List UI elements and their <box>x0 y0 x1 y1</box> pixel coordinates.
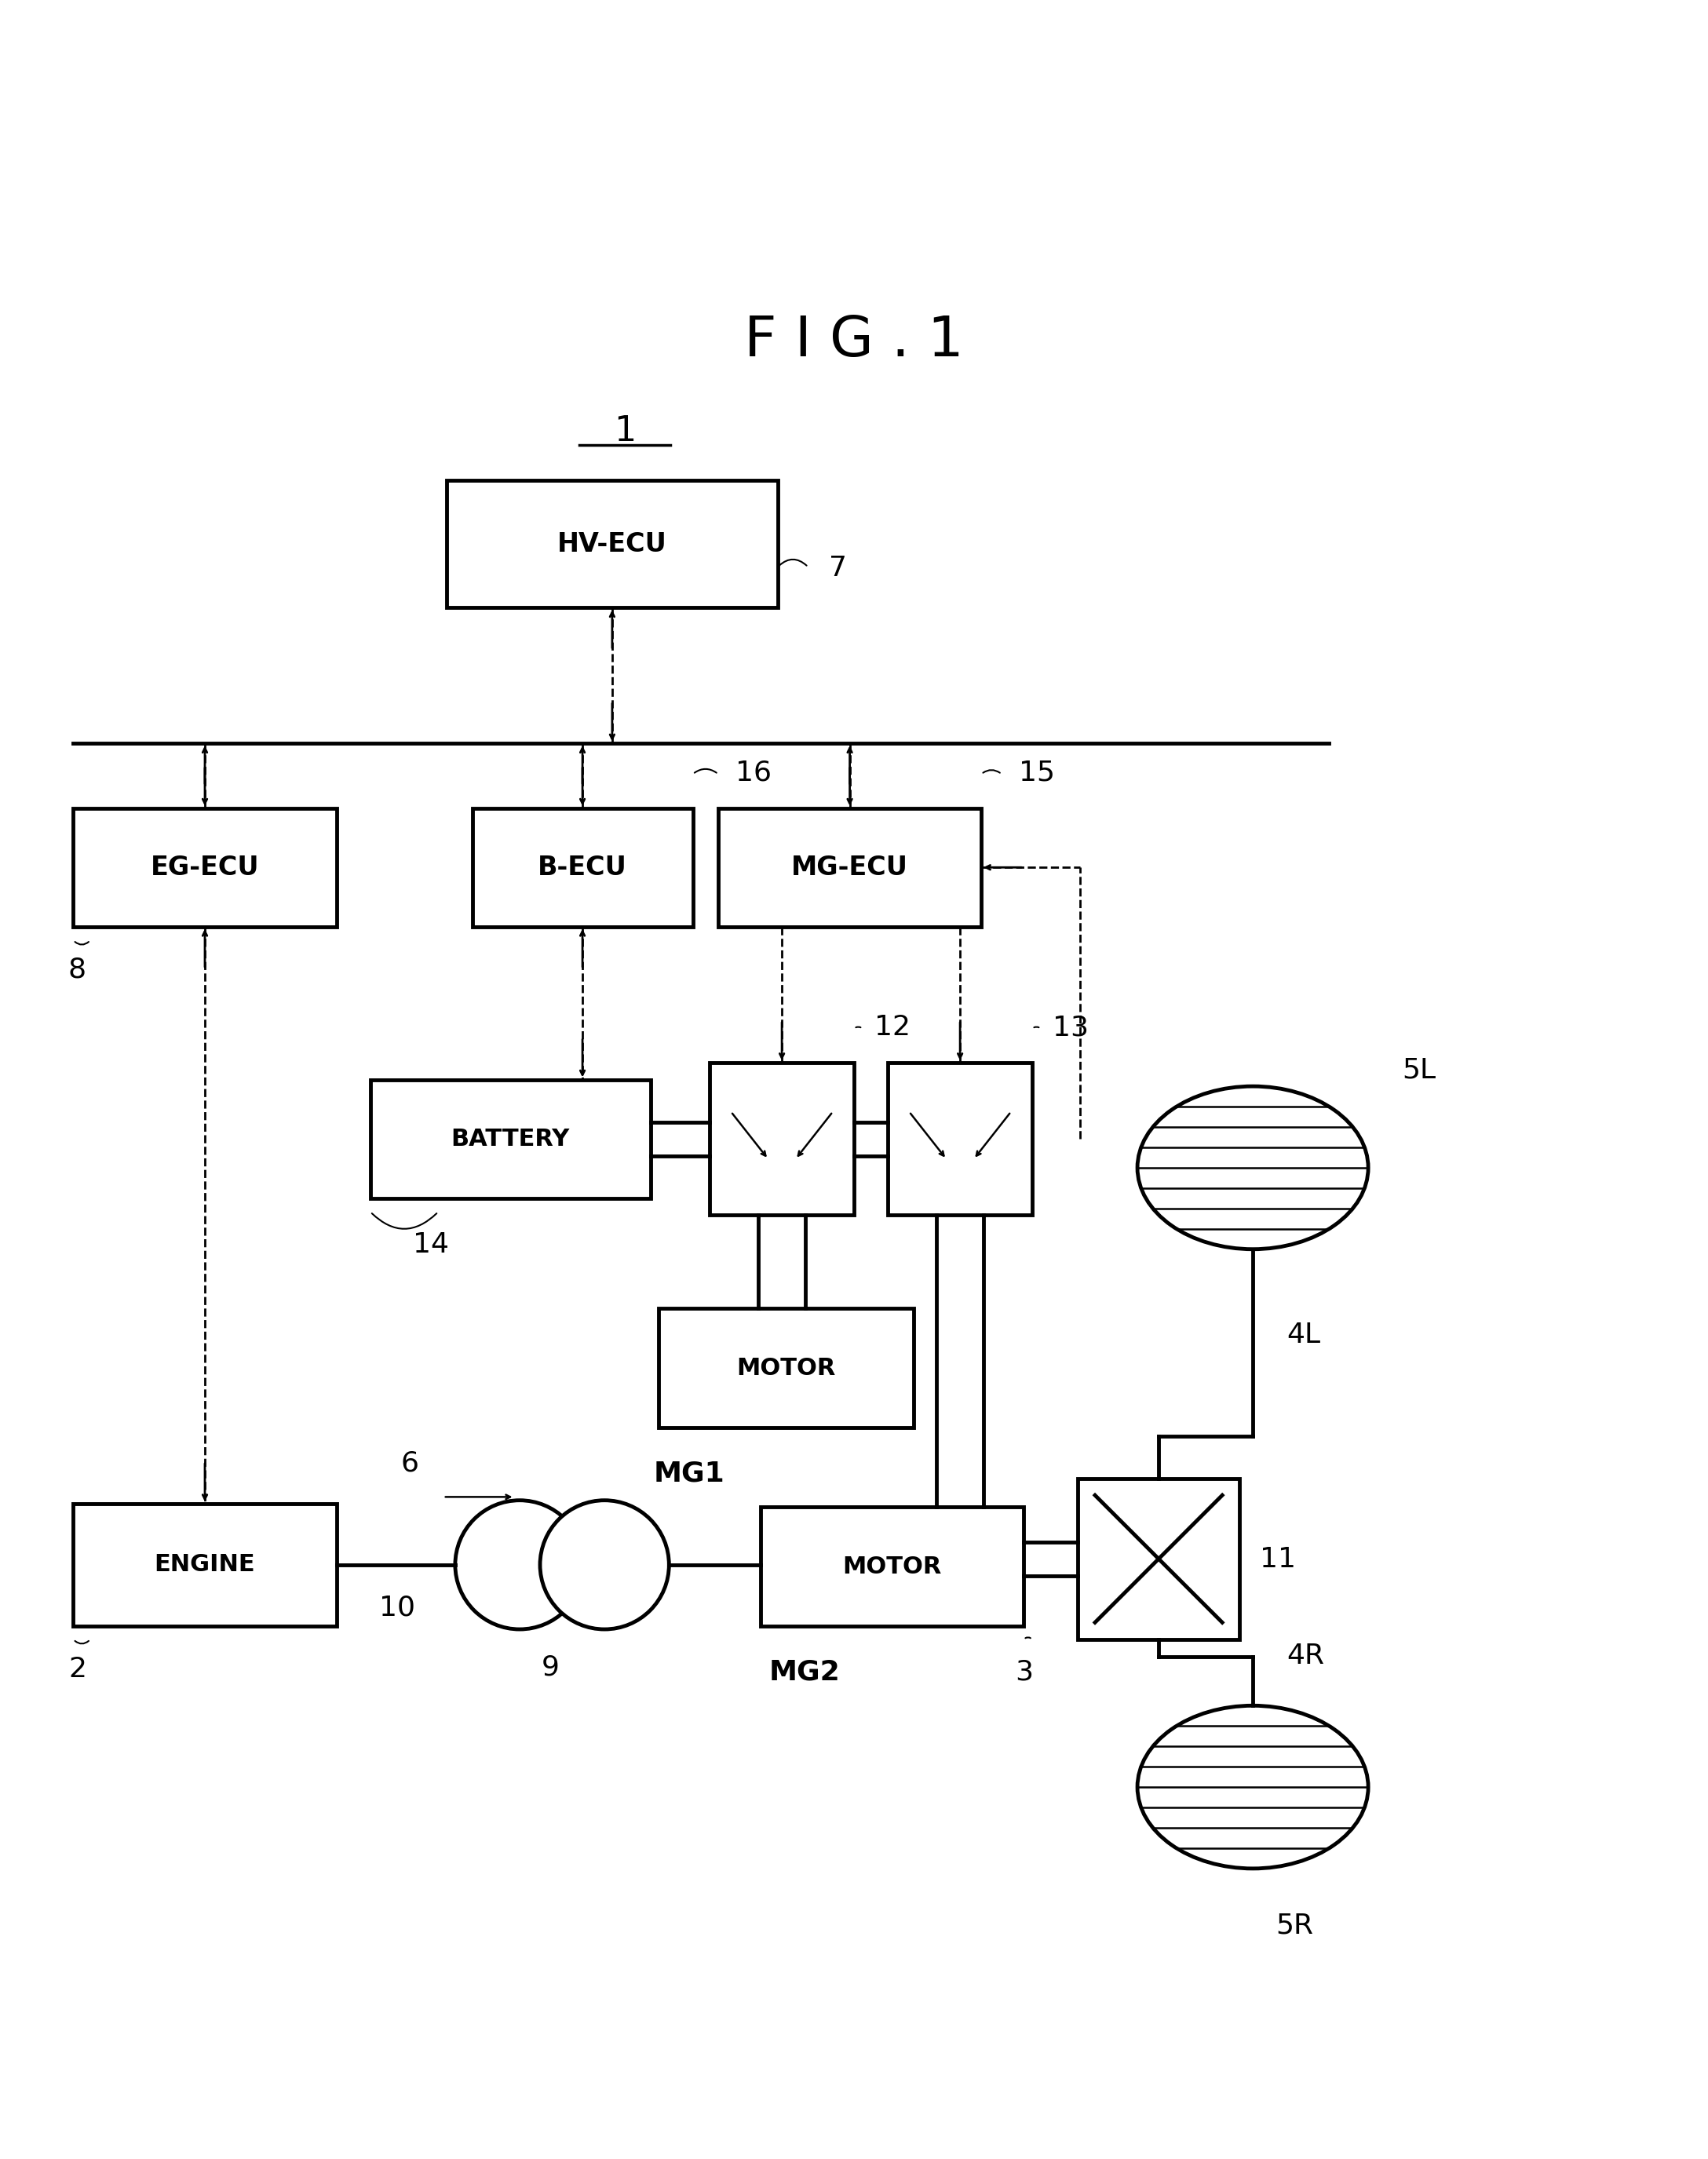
Text: 2: 2 <box>68 1656 87 1682</box>
Text: 14: 14 <box>413 1231 449 1259</box>
Text: 15: 15 <box>1018 760 1056 786</box>
Text: 5R: 5R <box>1276 1913 1313 1939</box>
Bar <box>471 807 693 926</box>
Text: 9: 9 <box>541 1654 560 1680</box>
Circle shape <box>454 1501 584 1630</box>
Bar <box>73 1503 336 1626</box>
Bar <box>711 1062 854 1216</box>
Text: 1: 1 <box>613 415 635 449</box>
Circle shape <box>540 1501 670 1630</box>
Text: B-ECU: B-ECU <box>538 855 627 881</box>
Text: BATTERY: BATTERY <box>451 1127 570 1151</box>
Text: MOTOR: MOTOR <box>736 1356 835 1380</box>
Text: 11: 11 <box>1259 1546 1296 1572</box>
Bar <box>73 807 336 926</box>
Text: MG-ECU: MG-ECU <box>791 855 909 881</box>
Bar <box>1078 1479 1240 1639</box>
Text: EG-ECU: EG-ECU <box>150 855 260 881</box>
Text: 12: 12 <box>874 1015 910 1041</box>
Text: 3: 3 <box>1015 1658 1033 1686</box>
Text: 4L: 4L <box>1286 1321 1320 1347</box>
Text: 4R: 4R <box>1286 1643 1324 1669</box>
Text: 13: 13 <box>1052 1015 1088 1041</box>
Text: MG1: MG1 <box>654 1459 724 1488</box>
Text: 5L: 5L <box>1402 1056 1436 1084</box>
Text: MG2: MG2 <box>769 1658 840 1686</box>
Text: 7: 7 <box>828 555 847 581</box>
Text: HV-ECU: HV-ECU <box>557 531 668 557</box>
Text: 6: 6 <box>401 1451 418 1477</box>
Bar <box>659 1308 914 1427</box>
Text: 10: 10 <box>379 1596 415 1621</box>
Bar <box>760 1507 1023 1626</box>
Bar <box>719 807 982 926</box>
Text: 16: 16 <box>734 760 772 786</box>
Text: 8: 8 <box>68 956 87 982</box>
Text: ENGINE: ENGINE <box>154 1554 254 1576</box>
Ellipse shape <box>1138 1706 1368 1868</box>
Ellipse shape <box>1138 1086 1368 1250</box>
Bar <box>371 1080 651 1198</box>
Text: MOTOR: MOTOR <box>842 1554 941 1578</box>
Bar <box>888 1062 1032 1216</box>
Text: F I G . 1: F I G . 1 <box>745 315 963 369</box>
Bar <box>447 481 777 609</box>
